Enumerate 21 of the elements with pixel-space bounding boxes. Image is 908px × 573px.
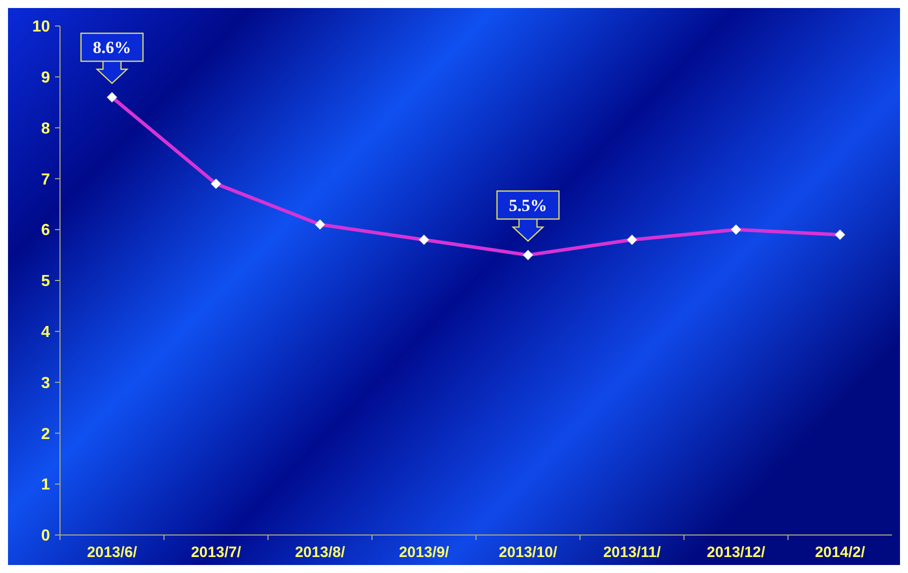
y-tick-label: 6 [41,222,50,240]
y-tick-label: 7 [41,171,50,188]
y-tick-label: 9 [41,70,50,86]
annotation: 5.5% [508,196,548,215]
x-tick-label: 2013/7/ [190,544,242,561]
x-tick-label: 2013/12/ [706,544,766,561]
x-tick-label: 2013/11/ [603,544,662,561]
y-tick-label: 3 [41,374,50,392]
x-tick-label: 2014/2/ [814,544,866,561]
y-tick-label: 2 [41,426,50,443]
y-tick-label: 0 [41,528,50,545]
x-tick-label: 2013/10/ [498,544,558,561]
y-tick-label: 5 [41,273,50,290]
annotation: 8.6% [92,38,132,58]
x-tick-label: 2013/8/ [294,544,346,561]
y-tick-label: 4 [41,324,50,341]
y-tick-label: 8 [41,120,50,138]
x-tick-label: 2013/9/ [398,544,450,561]
x-tick-label: 2013/6/ [86,544,138,561]
y-tick-label: 1 [41,476,50,494]
y-tick-label: 10 [32,18,50,36]
